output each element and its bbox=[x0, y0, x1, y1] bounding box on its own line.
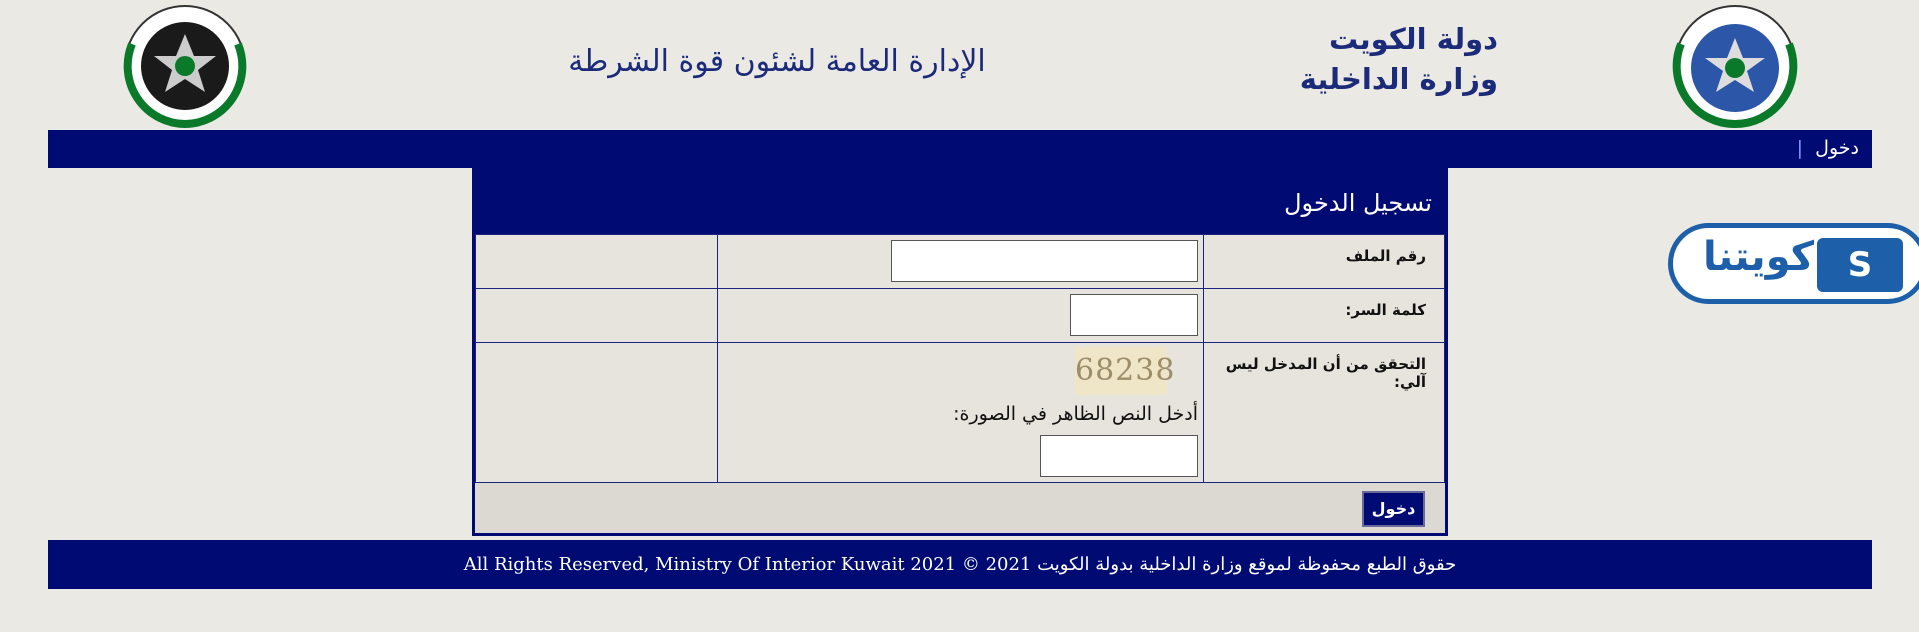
submit-button[interactable]: دخول bbox=[1362, 491, 1425, 527]
empty-cell bbox=[475, 342, 718, 483]
input-cell bbox=[717, 288, 1204, 343]
password-input[interactable] bbox=[1070, 294, 1198, 336]
nav-bar: دخول | bbox=[48, 130, 1872, 168]
file-number-label: رقم الملف bbox=[1345, 247, 1426, 265]
password-label: كلمة السر: bbox=[1345, 301, 1426, 319]
login-box: تسجيل الدخول رقم الملف كلمة السر: التحقق… bbox=[472, 168, 1448, 536]
label-cell: التحقق من أن المدخل ليس آلي: bbox=[1203, 342, 1445, 483]
empty-cell bbox=[475, 234, 718, 289]
country-name: دولة الكويت bbox=[1329, 22, 1498, 56]
side-logo-icon: S bbox=[1817, 238, 1903, 292]
label-cell: كلمة السر: bbox=[1203, 288, 1445, 343]
footer: All Rights Reserved, Ministry Of Interio… bbox=[48, 540, 1872, 589]
ministry-name: وزارة الداخلية bbox=[1299, 62, 1498, 96]
captcha-label: التحقق من أن المدخل ليس آلي: bbox=[1225, 355, 1426, 391]
nav-separator: | bbox=[1796, 137, 1803, 159]
nav-login[interactable]: دخول bbox=[1815, 137, 1859, 159]
captcha-image: 68238 bbox=[1075, 347, 1174, 395]
captcha-cell: 68238 أدخل النص الظاهر في الصورة: bbox=[717, 342, 1204, 483]
captcha-input[interactable] bbox=[1040, 435, 1198, 477]
file-number-input[interactable] bbox=[891, 240, 1198, 282]
right-logo bbox=[1672, 5, 1798, 128]
empty-cell bbox=[475, 288, 718, 343]
left-logo bbox=[123, 5, 247, 128]
input-cell bbox=[717, 234, 1204, 289]
form-header: تسجيل الدخول bbox=[475, 171, 1445, 234]
label-cell: رقم الملف bbox=[1203, 234, 1445, 289]
captcha-hint: أدخل النص الظاهر في الصورة: bbox=[953, 403, 1198, 425]
footer-text: All Rights Reserved, Ministry Of Interio… bbox=[463, 554, 1457, 575]
form-title: تسجيل الدخول bbox=[1284, 189, 1432, 217]
header-title: الإدارة العامة لشئون قوة الشرطة bbox=[568, 44, 986, 79]
side-logo: S كويتنا bbox=[1668, 223, 1919, 304]
side-logo-text: كويتنا bbox=[1703, 234, 1815, 280]
